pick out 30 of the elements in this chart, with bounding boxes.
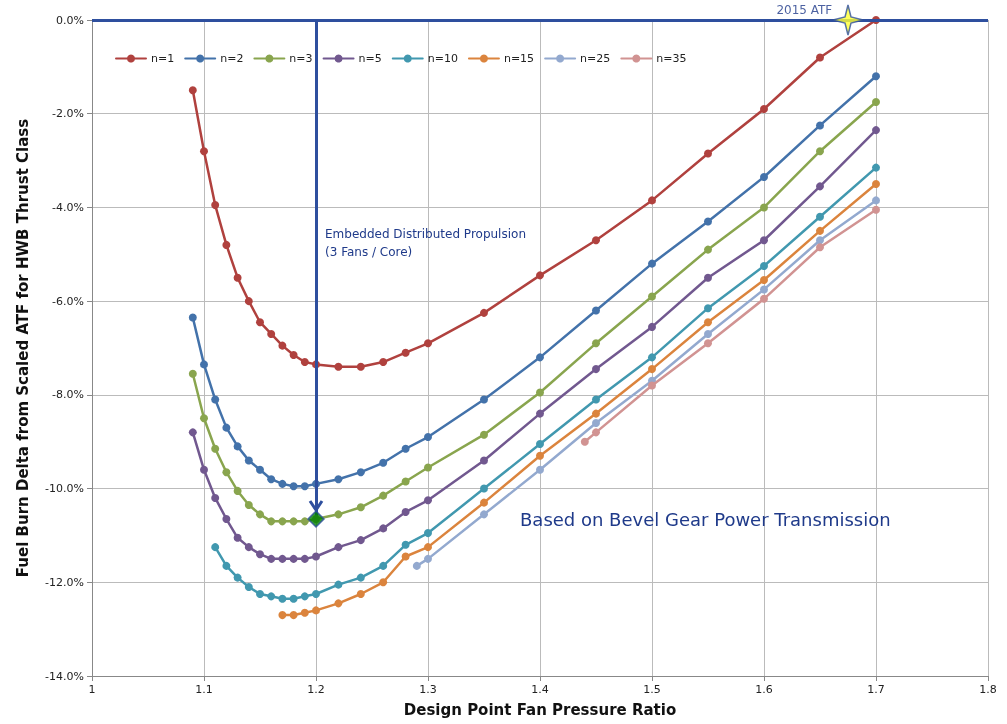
x-tick-label: 1.4	[531, 683, 549, 696]
annotation: Based on Bevel Gear Power Transmission	[520, 508, 891, 530]
x-tick-label: 1	[88, 683, 96, 696]
x-tick-label: 1.6	[755, 683, 773, 696]
y-tick-label: 0.0%	[56, 13, 84, 27]
y-tick-label: -10.0%	[45, 482, 84, 496]
legend-label: n=25	[580, 52, 611, 65]
y-tick-label: -12.0%	[45, 575, 84, 589]
x-tick-label: 1.1	[195, 683, 213, 696]
legend-label: n=10	[427, 52, 458, 65]
x-axis-title: Design Point Fan Pressure Ratio	[403, 700, 677, 719]
legend-label: n=15	[503, 52, 535, 65]
x-tick-label: 1.7	[867, 683, 885, 696]
annotation: Embedded Distributed Propulsion (3 Fans / Core)	[325, 227, 526, 259]
legend-label: n=2	[220, 52, 244, 65]
x-tick-label: 1.3	[419, 683, 437, 696]
y-tick-label: -14.0%	[45, 669, 84, 683]
series-label: 2015 ATF	[776, 3, 833, 17]
legend-label: n=5	[358, 52, 382, 65]
legend-label: n=35	[656, 52, 687, 65]
x-tick-label: 1.8	[979, 683, 997, 696]
legend-label: n=3	[289, 52, 313, 65]
y-tick-label: -2.0%	[52, 107, 84, 121]
y-tick-label: -4.0%	[52, 200, 84, 214]
legend-label: n=1	[151, 52, 175, 65]
x-tick-label: 1.2	[307, 683, 325, 696]
y-tick-label: -6.0%	[52, 294, 84, 308]
x-tick-label: 1.5	[643, 683, 661, 696]
y-axis-title: Fuel Burn Delta from Scaled ATF for HWB Thrust Class	[13, 118, 32, 578]
y-tick-label: -8.0%	[52, 388, 84, 402]
